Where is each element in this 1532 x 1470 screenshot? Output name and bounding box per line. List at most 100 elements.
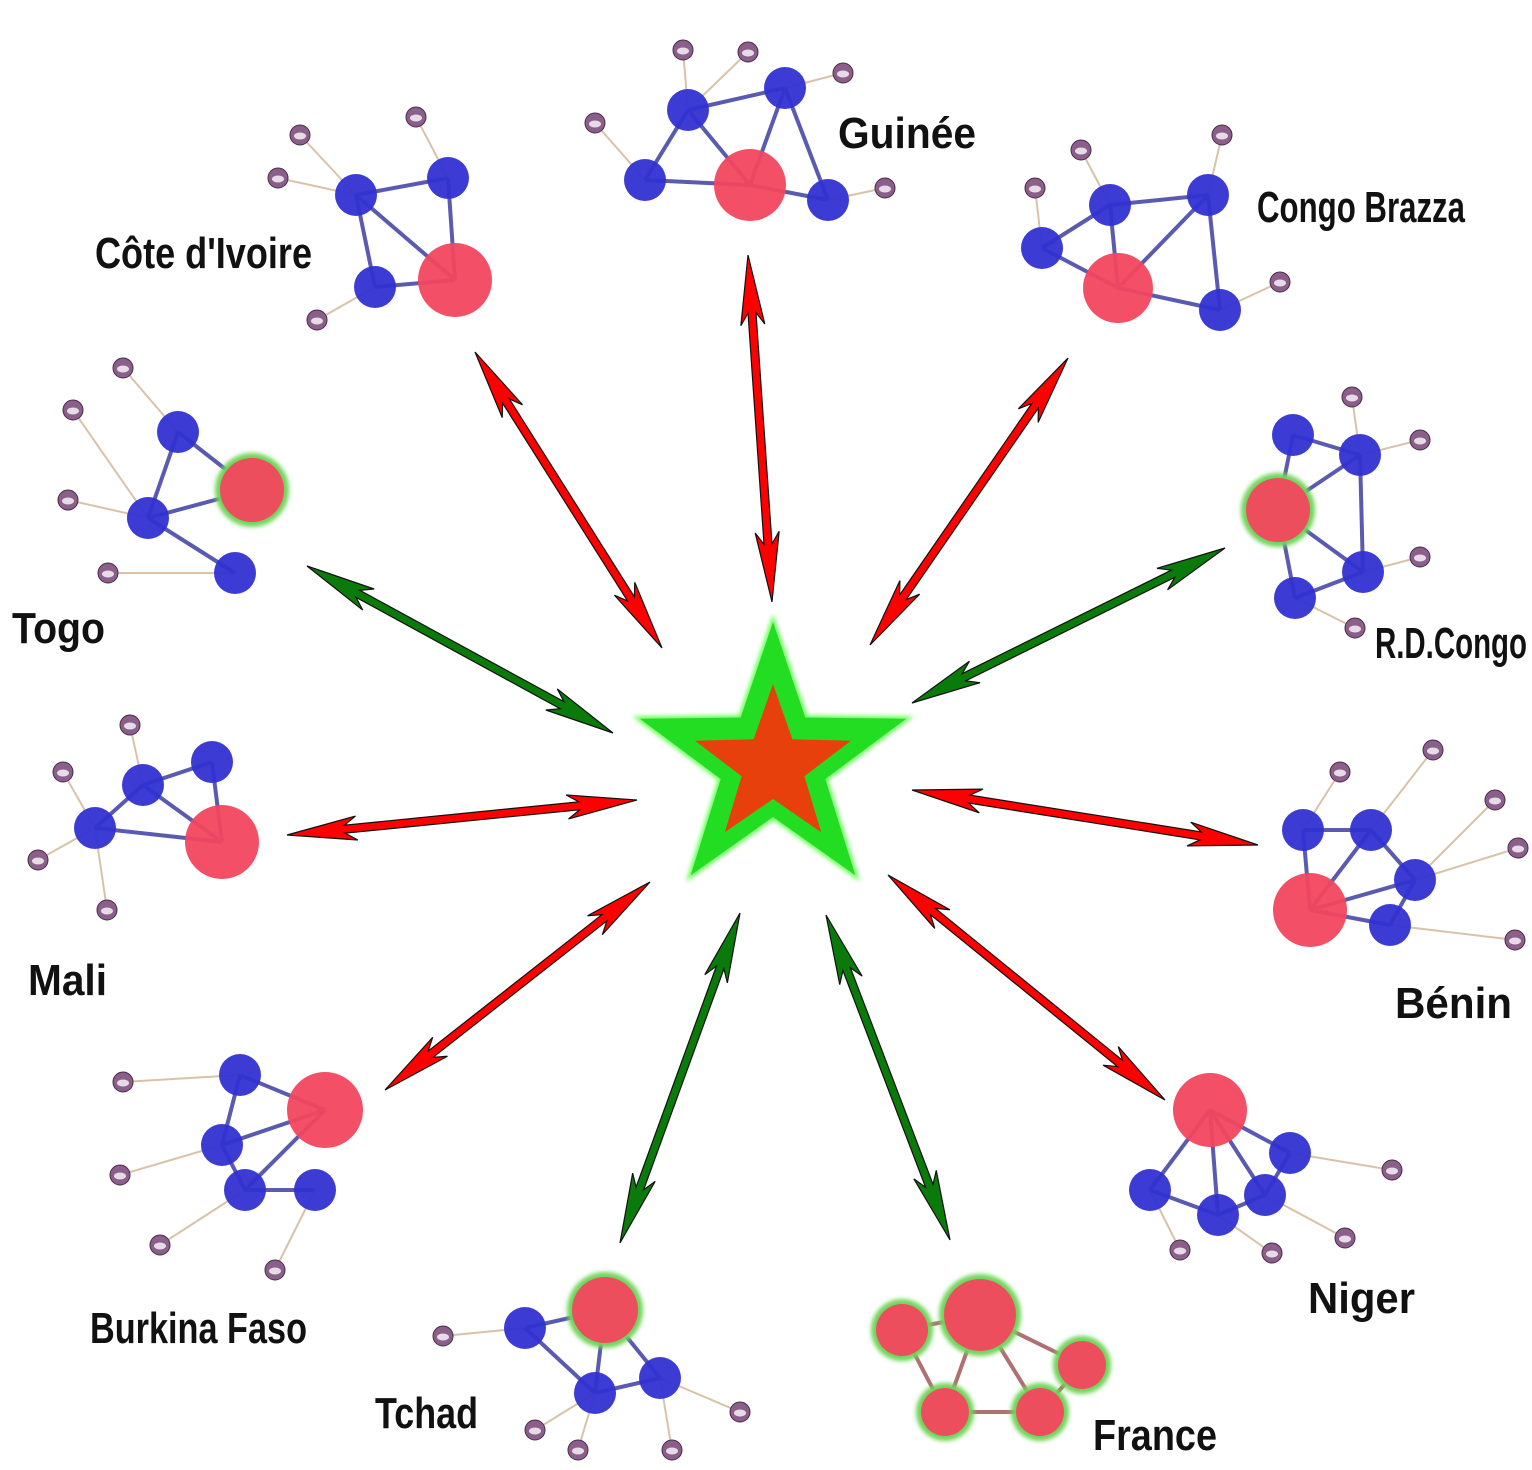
country-label: Togo (12, 604, 105, 653)
person-face (1174, 1247, 1186, 1255)
member-node (294, 1169, 336, 1211)
person-face (1509, 937, 1521, 945)
member-node (127, 497, 169, 539)
member-node (335, 174, 377, 216)
member-node (504, 1307, 546, 1349)
member-node (624, 159, 666, 201)
person-face (101, 907, 113, 915)
member-node (214, 552, 256, 594)
country-label: Congo Brazza (1257, 183, 1465, 232)
member-node (1021, 227, 1063, 269)
person-face (1489, 797, 1501, 805)
country-label: Niger (1308, 1274, 1415, 1323)
person-face (114, 1172, 126, 1180)
member-node (1394, 859, 1436, 901)
member-node (639, 1357, 681, 1399)
person-face (742, 49, 754, 57)
leader-node (876, 1304, 928, 1356)
person-face (572, 1447, 584, 1455)
person-face (1339, 1235, 1351, 1243)
network-cluster (432, 1272, 751, 1461)
person-face (272, 175, 284, 183)
leader-node (572, 1277, 638, 1343)
person-face (1334, 769, 1346, 777)
leader-node (944, 1279, 1016, 1351)
member-node (1350, 809, 1392, 851)
network-cluster (1129, 1073, 1403, 1264)
person-face (1216, 132, 1228, 140)
member-node (1272, 414, 1314, 456)
country-label: Guinée (838, 109, 976, 158)
member-node (157, 411, 199, 453)
person-face (117, 365, 129, 373)
leader-node (1246, 478, 1310, 542)
double-arrow (306, 565, 614, 734)
person-face (529, 1427, 541, 1435)
member-node (1369, 904, 1411, 946)
person-face (1266, 1250, 1278, 1258)
member-node (427, 157, 469, 199)
member-node (1187, 174, 1229, 216)
hub-star (632, 614, 914, 882)
member-node (1089, 184, 1131, 226)
person-face (1414, 437, 1426, 445)
double-arrow (384, 881, 651, 1091)
double-arrow (887, 874, 1166, 1101)
leader-node (1273, 873, 1347, 947)
leader-node (1083, 253, 1153, 323)
person-face (1512, 845, 1524, 853)
member-node (1269, 1132, 1311, 1174)
member-node (667, 89, 709, 131)
network-cluster (1273, 739, 1529, 951)
network-cluster (1241, 386, 1431, 639)
leader-node (714, 149, 786, 221)
person-face (1346, 394, 1358, 402)
network-cluster (1021, 124, 1291, 331)
person-face (311, 317, 323, 325)
leader-node (287, 1072, 363, 1148)
member-node (1244, 1174, 1286, 1216)
person-face (1349, 625, 1361, 633)
network-cluster (57, 357, 289, 594)
labels: Guinée Côte d'Ivoire Congo Brazza R.D.Congo… (12, 109, 1527, 1460)
person-face (1427, 747, 1439, 755)
country-label: Mali (28, 956, 107, 1005)
person-link (72, 409, 149, 519)
leader-node (1058, 1341, 1106, 1389)
person-face (879, 185, 891, 193)
clusters (27, 39, 1529, 1461)
person-face (734, 1409, 746, 1417)
person-face (32, 857, 44, 865)
member-node (574, 1372, 616, 1414)
person-face (666, 1447, 678, 1455)
person-face (1274, 279, 1286, 287)
person-face (1414, 554, 1426, 562)
person-face (410, 114, 422, 122)
network-cluster (27, 714, 259, 921)
person-face (437, 1333, 449, 1341)
double-arrow (619, 912, 741, 1244)
double-arrow (911, 547, 1226, 704)
leader-node (220, 458, 284, 522)
network-cluster (109, 1054, 363, 1281)
network-cluster (267, 106, 492, 331)
member-node (224, 1169, 266, 1211)
person-face (124, 722, 136, 730)
person-face (67, 407, 79, 415)
double-arrow (286, 794, 638, 841)
person-face (269, 1267, 281, 1275)
member-node (1342, 551, 1384, 593)
leader-node (1016, 1388, 1064, 1436)
country-label: Tchad (375, 1389, 478, 1438)
leader-node (1173, 1073, 1247, 1147)
country-label: Bénin (1395, 979, 1512, 1028)
country-label: Côte d'Ivoire (95, 229, 312, 278)
links (286, 254, 1259, 1244)
member-node (219, 1054, 261, 1096)
double-arrow (911, 788, 1259, 847)
person-face (1075, 147, 1087, 155)
person-face (589, 120, 601, 128)
leader-node (185, 805, 259, 879)
network-cluster (871, 1274, 1111, 1441)
